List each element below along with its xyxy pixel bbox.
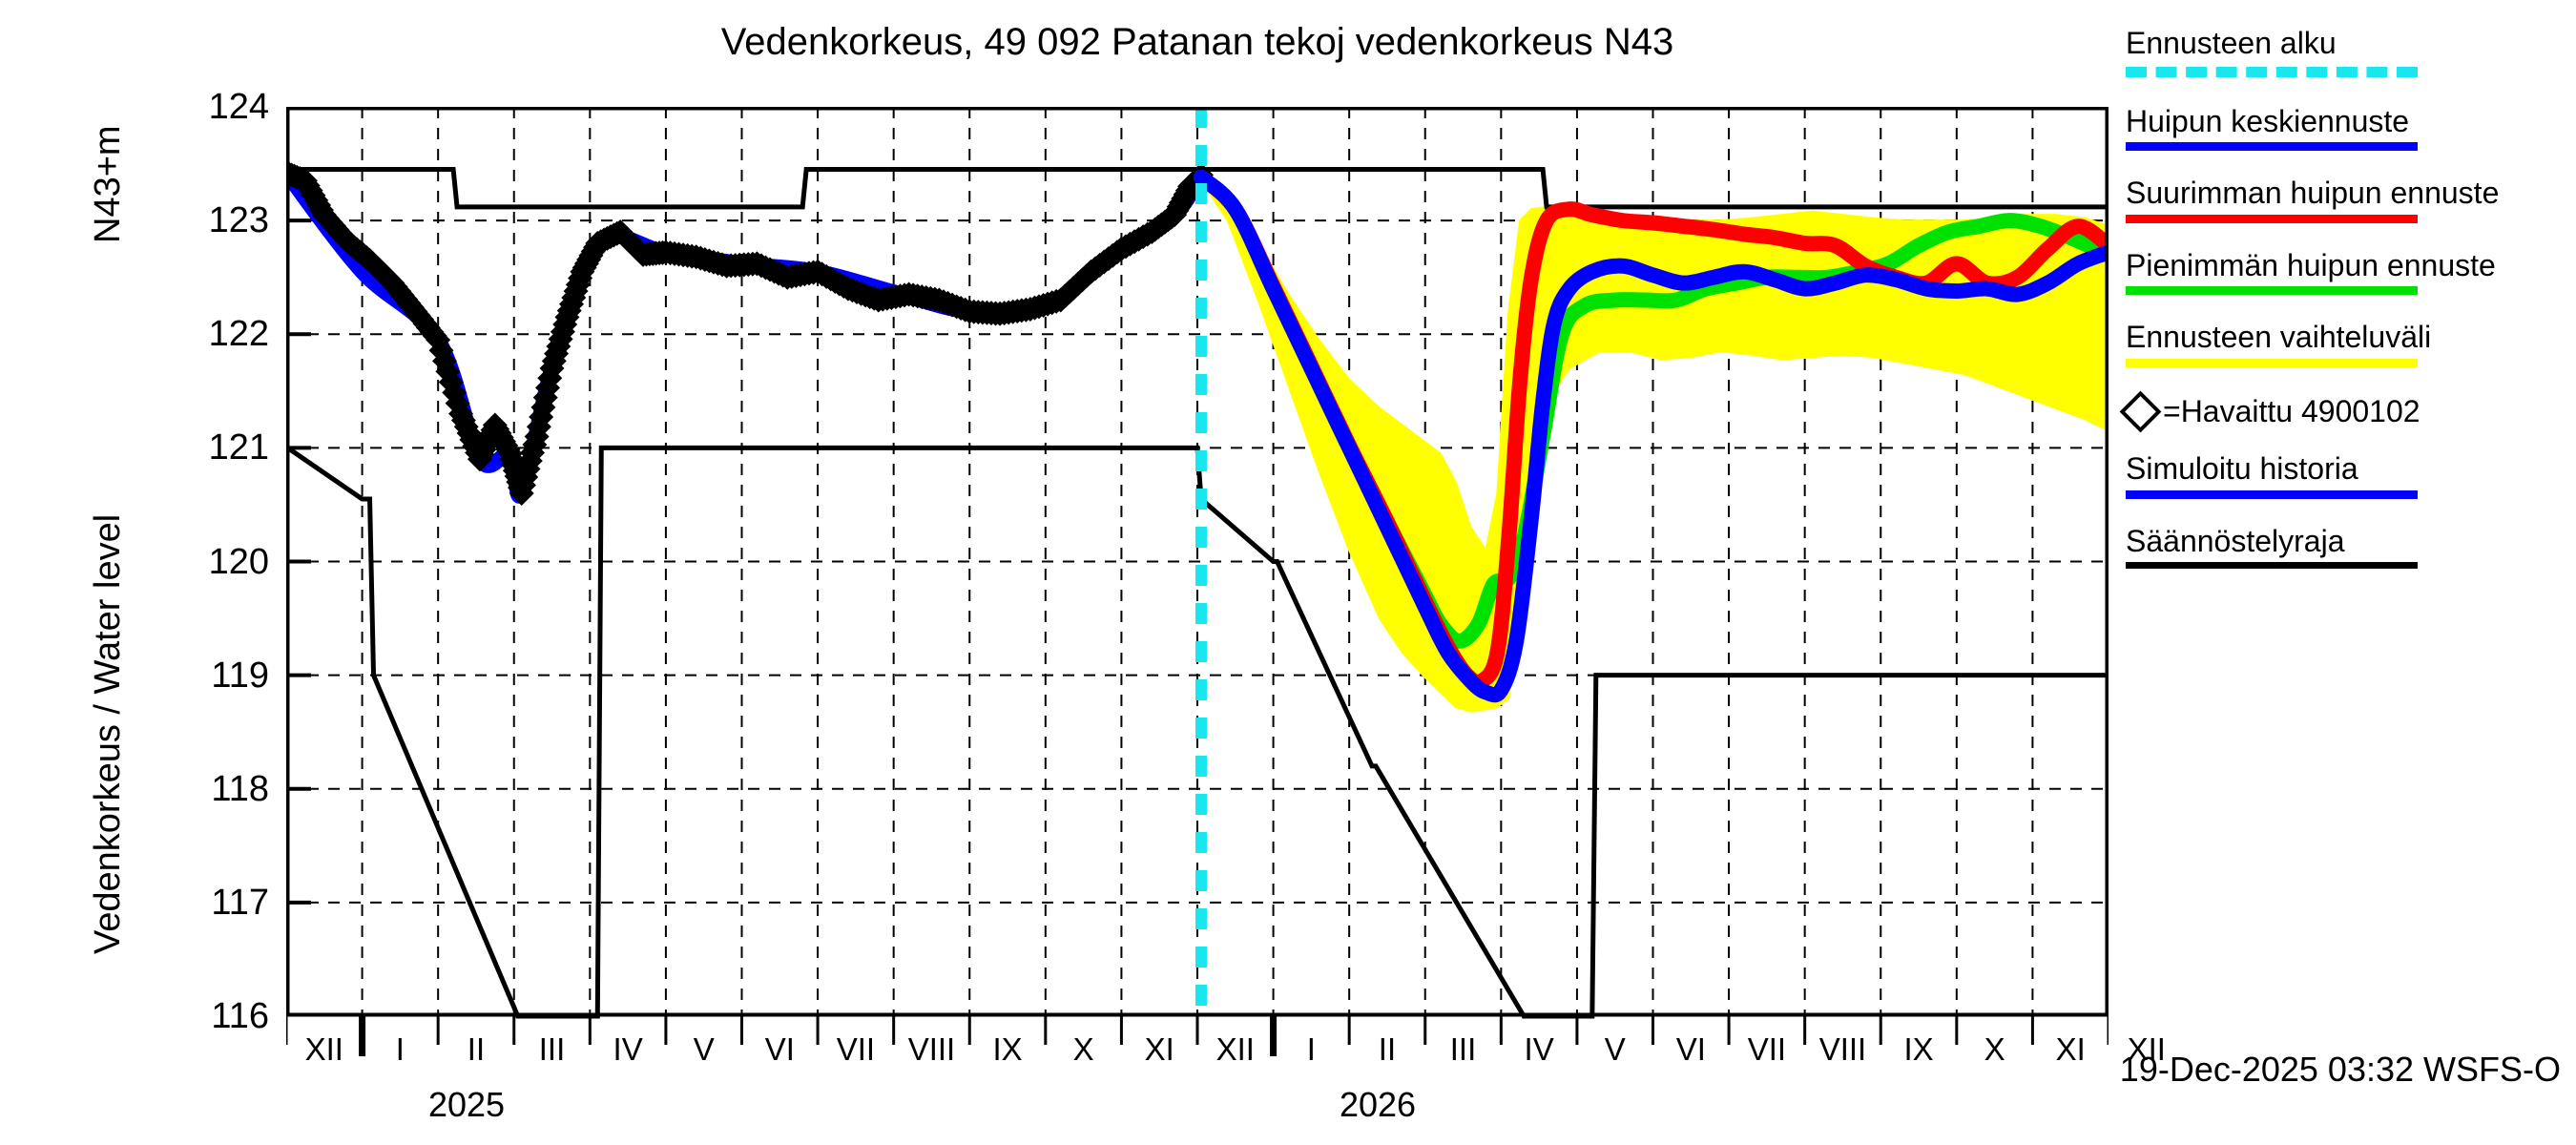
x-tick-label: II [1378, 1031, 1397, 1067]
y-tick-label: 122 [208, 314, 269, 355]
legend-item: Ennusteen vaihteluväli [2126, 321, 2574, 367]
y-tick-label: 123 [208, 200, 269, 241]
legend-item: Ennusteen alku [2126, 27, 2574, 77]
y-tick-label: 118 [211, 768, 269, 809]
y-tick-label: 117 [211, 882, 269, 923]
x-tick-label: IX [1903, 1031, 1934, 1067]
legend-label: Säännöstelyraja [2126, 523, 2345, 558]
legend-spacer [2126, 506, 2574, 525]
legend-spacer [2126, 374, 2574, 393]
footer-timestamp: 19-Dec-2025 03:32 WSFS-O [2119, 1050, 2561, 1089]
x-tick-label: VI [1675, 1031, 1706, 1067]
x-tick-label: V [693, 1031, 715, 1067]
legend-item: Huipun keskiennuste [2126, 103, 2574, 152]
x-tick-label: VIII [907, 1031, 956, 1067]
legend-label: Ennusteen vaihteluväli [2126, 320, 2432, 355]
x-tick-label: IV [1524, 1031, 1554, 1067]
legend-spacer [2126, 433, 2574, 452]
x-tick-label: III [1449, 1031, 1477, 1067]
x-tick-label: VIII [1818, 1031, 1867, 1067]
plot-area[interactable] [286, 107, 2109, 1060]
x-tick-label: XI [2055, 1031, 2086, 1067]
y-tick-label: 121 [208, 427, 269, 468]
legend-spacer [2126, 86, 2574, 105]
x-axis-year-label: 2026 [1339, 1085, 1417, 1124]
series-mean-peak-forecast [1193, 169, 2109, 703]
legend-label: Suurimman huipun ennuste [2126, 176, 2500, 211]
legend-label: =Havaittu 4900102 [2163, 393, 2420, 428]
legend-spacer [2126, 302, 2574, 321]
legend-diamond-row: =Havaittu 4900102 [2119, 390, 2574, 432]
legend-swatch [2126, 562, 2418, 570]
x-tick-label: XII [2127, 1031, 2166, 1067]
legend-swatch [2126, 66, 2418, 77]
y-tick-label: 120 [208, 541, 269, 582]
chart-title: Vedenkorkeus, 49 092 Patanan tekoj veden… [720, 21, 1674, 63]
legend-swatch [2126, 286, 2418, 296]
y-tick-label: 116 [211, 996, 269, 1036]
x-tick-label: XII [1215, 1031, 1255, 1067]
x-tick-label: VII [836, 1031, 876, 1067]
x-tick-label: XI [1144, 1031, 1174, 1067]
legend-swatch [2126, 142, 2418, 152]
plot-svg [286, 107, 2109, 1056]
legend-label: Pienimmän huipun ennuste [2126, 247, 2496, 282]
x-tick-label: III [538, 1031, 566, 1067]
legend-label: Simuloitu historia [2126, 451, 2358, 487]
y-tick-label: 124 [208, 87, 269, 127]
diamond-marker-icon [2119, 390, 2162, 432]
x-tick-label: IV [613, 1031, 643, 1067]
x-tick-label: X [1984, 1031, 2005, 1067]
x-axis-year-label: 2025 [427, 1085, 506, 1124]
diamond-marker-inner [2125, 395, 2156, 427]
legend-label: Ennusteen alku [2126, 26, 2337, 60]
legend-spacer [2126, 157, 2574, 177]
forecast-range-band [1199, 173, 2109, 713]
x-tick-label: VI [764, 1031, 795, 1067]
series-observed-markers [286, 160, 1214, 507]
x-tick-label: X [1072, 1031, 1094, 1067]
x-tick-label: XII [304, 1031, 343, 1067]
legend-item: Säännöstelyraja [2126, 525, 2574, 570]
legend-item: Simuloitu historia [2126, 452, 2574, 499]
chart-legend: Ennusteen alku Huipun keskiennuste Suurimm… [2119, 27, 2574, 575]
x-tick-label: VII [1747, 1031, 1787, 1067]
legend-spacer [2126, 230, 2574, 249]
legend-item: Suurimman huipun ennuste [2126, 177, 2574, 223]
x-tick-label: II [467, 1031, 486, 1067]
legend-item: Pienimmän huipun ennuste [2126, 249, 2574, 296]
y-tick-label: 119 [211, 655, 269, 696]
legend-label: Huipun keskiennuste [2126, 103, 2410, 138]
x-tick-label: I [1306, 1031, 1316, 1067]
legend-swatch [2126, 489, 2418, 499]
legend-swatch [2126, 358, 2418, 367]
x-tick-label: I [395, 1031, 405, 1067]
x-tick-label: V [1604, 1031, 1626, 1067]
x-tick-label: IX [992, 1031, 1023, 1067]
legend-item: =Havaittu 4900102 [2119, 390, 2574, 432]
legend-swatch [2126, 214, 2418, 223]
